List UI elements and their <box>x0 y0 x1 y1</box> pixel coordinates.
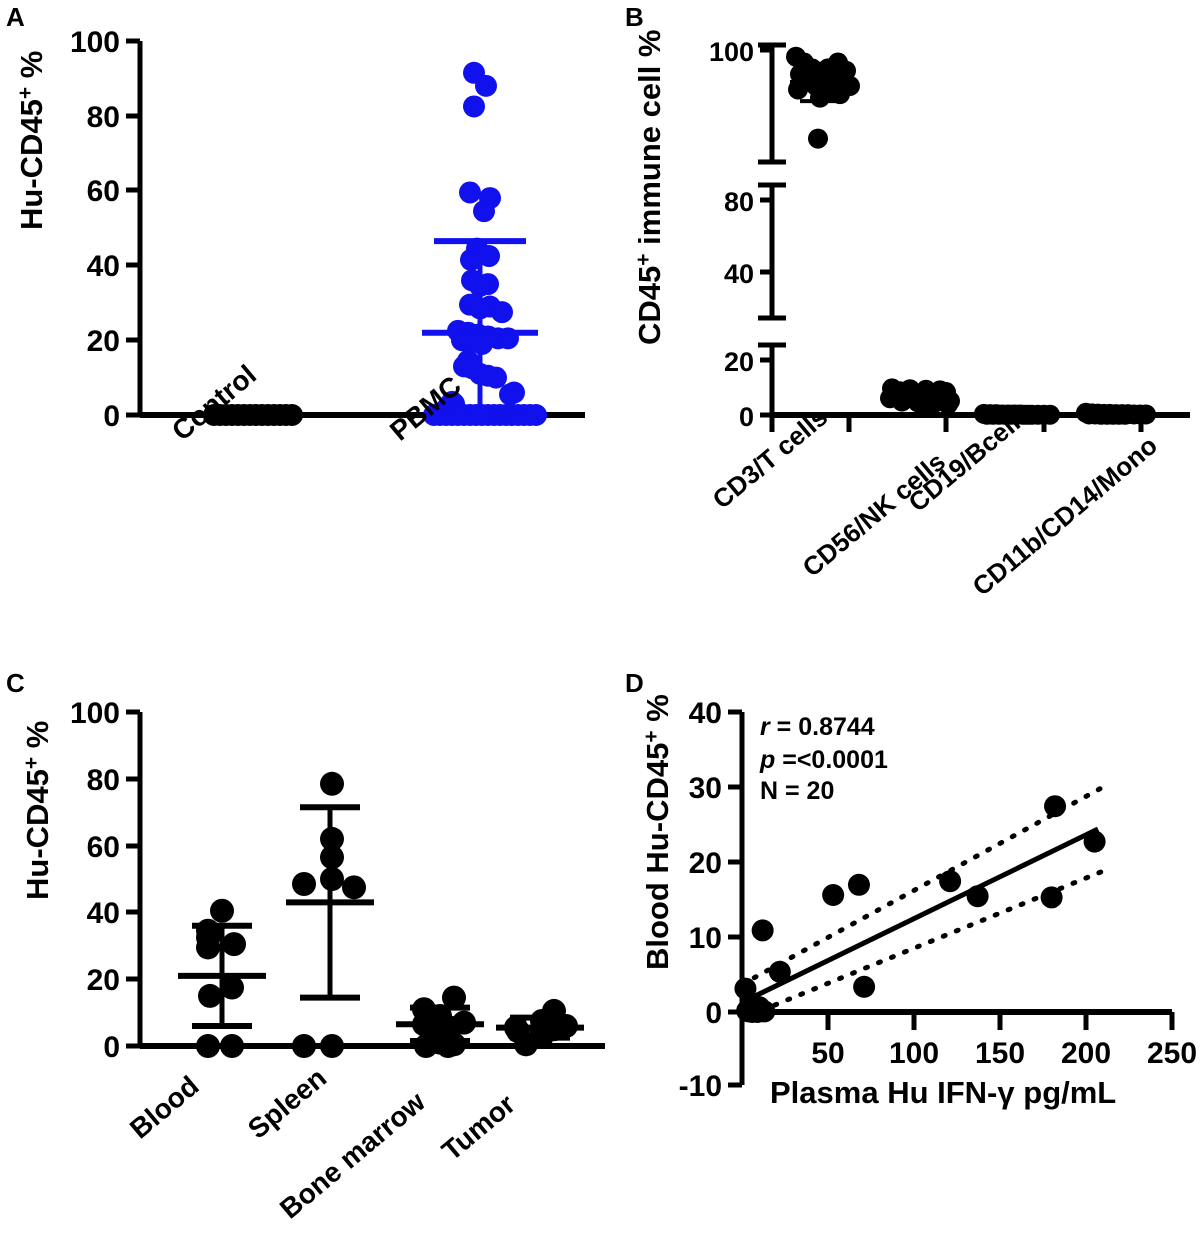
svg-text:-10: -10 <box>679 1070 722 1103</box>
svg-text:10: 10 <box>689 922 722 955</box>
panel-a-y-axis <box>126 38 143 418</box>
svg-text:Hu-CD45+ %: Hu-CD45+ % <box>14 51 49 230</box>
svg-text:Tumor: Tumor <box>436 1088 521 1166</box>
panel-d-datapoints <box>734 795 1106 1023</box>
panel-b-errorbars <box>790 61 1148 417</box>
svg-text:60: 60 <box>87 831 120 864</box>
svg-text:Blood Hu-CD45+ %: Blood Hu-CD45+ % <box>640 694 675 970</box>
svg-text:40: 40 <box>724 259 754 289</box>
svg-text:20: 20 <box>87 325 120 358</box>
panel-a-y-ticklabels: 100 80 60 40 20 0 <box>70 26 120 433</box>
svg-text:Plasma Hu IFN-γ pg/mL: Plasma Hu IFN-γ pg/mL <box>770 1075 1116 1110</box>
svg-text:80: 80 <box>724 187 754 217</box>
svg-text:40: 40 <box>689 697 722 730</box>
panel-c-errorbars <box>178 804 584 1044</box>
svg-text:CD11b/CD14/Mono: CD11b/CD14/Mono <box>967 430 1163 602</box>
svg-text:CD56/NK cells: CD56/NK cells <box>797 446 951 582</box>
panel-a-xlabels: Control PBMC <box>166 359 467 447</box>
svg-text:Control: Control <box>166 359 262 447</box>
svg-text:200: 200 <box>1061 1037 1111 1070</box>
svg-text:50: 50 <box>811 1037 844 1070</box>
panel-a-errorbars <box>422 238 538 415</box>
svg-text:N = 20: N = 20 <box>760 777 834 805</box>
svg-text:p =<0.0001: p =<0.0001 <box>759 746 888 774</box>
svg-text:20: 20 <box>87 964 120 997</box>
svg-text:250: 250 <box>1147 1037 1197 1070</box>
svg-text:60: 60 <box>87 175 120 208</box>
svg-text:80: 80 <box>87 101 120 134</box>
panel-c-y-axis <box>126 709 143 1049</box>
svg-text:20: 20 <box>689 847 722 880</box>
panel-d-x-ticks <box>825 1012 1175 1030</box>
panel-a-plot: Hu-CD45+ % 100 80 60 40 20 0 Cont <box>14 26 585 447</box>
svg-text:Spleen: Spleen <box>242 1062 332 1145</box>
panel-d-ylabel: Blood Hu-CD45+ % <box>640 694 675 970</box>
panel-d-letter: D <box>625 668 644 698</box>
svg-text:0: 0 <box>705 997 722 1030</box>
svg-text:40: 40 <box>87 897 120 930</box>
panel-d-y-ticklabels: 40 30 20 10 0 -10 <box>679 697 722 1103</box>
panel-b-letter: B <box>625 2 644 32</box>
svg-text:Hu-CD45+ %: Hu-CD45+ % <box>20 721 55 900</box>
svg-text:80: 80 <box>87 764 120 797</box>
panel-c-y-ticklabels: 100 80 60 40 20 0 <box>70 697 120 1064</box>
svg-text:0: 0 <box>103 1031 120 1064</box>
panel-d-xlabel: Plasma Hu IFN-γ pg/mL <box>770 1075 1116 1110</box>
svg-text:100: 100 <box>70 697 120 730</box>
panel-c-ylabel: Hu-CD45+ % <box>20 721 55 900</box>
svg-text:r = 0.8744: r = 0.8744 <box>760 713 875 741</box>
panel-d-stats: r = 0.8744 p =<0.0001 N = 20 <box>759 713 888 805</box>
svg-text:0: 0 <box>103 400 120 433</box>
panel-d-y-axis <box>728 709 745 1088</box>
panel-c-plot: Hu-CD45+ % 100 80 60 40 20 0 Blood Splee… <box>20 697 605 1225</box>
panel-c: C Hu-CD45+ % 100 80 60 40 20 0 <box>0 640 620 1255</box>
svg-text:100: 100 <box>889 1037 939 1070</box>
panel-b-ylabel: CD45+ immune cell % <box>632 30 667 346</box>
panel-d-x-ticklabels: 50 100 150 200 250 <box>811 1037 1197 1070</box>
svg-text:Blood: Blood <box>124 1070 205 1145</box>
panel-d-plot: Blood Hu-CD45+ % 40 30 20 10 0 -10 <box>640 694 1197 1110</box>
panel-b-y-axis-segments <box>758 42 786 418</box>
panel-c-xlabels: Blood Spleen Bone marrow Tumor <box>124 1062 521 1225</box>
panel-c-letter: C <box>6 668 25 698</box>
panel-b-datapoints <box>786 46 1156 425</box>
panel-a-letter: A <box>6 2 25 32</box>
svg-text:150: 150 <box>975 1037 1025 1070</box>
svg-text:0: 0 <box>739 402 754 432</box>
panel-b-y-ticklabels: 100 80 40 20 0 <box>709 37 754 432</box>
svg-text:20: 20 <box>724 347 754 377</box>
svg-text:100: 100 <box>709 37 754 67</box>
panel-d-regression <box>739 784 1106 1019</box>
panel-b-xlabels: CD3/T cells CD56/NK cells CD19/Bcells CD… <box>707 398 1163 602</box>
svg-text:100: 100 <box>70 26 120 59</box>
svg-text:30: 30 <box>689 772 722 805</box>
panel-d: D Blood Hu-CD45+ % 40 30 20 10 0 -10 <box>610 640 1200 1255</box>
panel-a: A Hu-CD45+ % 100 80 60 40 20 0 <box>0 0 600 640</box>
svg-text:40: 40 <box>87 250 120 283</box>
panel-a-ylabel: Hu-CD45+ % <box>14 51 49 230</box>
panel-b-plot: CD45+ immune cell % 100 80 40 <box>632 30 1190 602</box>
svg-text:CD45+ immune cell %: CD45+ immune cell % <box>632 30 667 346</box>
panel-b: B CD45+ immune cell % <box>600 0 1200 640</box>
